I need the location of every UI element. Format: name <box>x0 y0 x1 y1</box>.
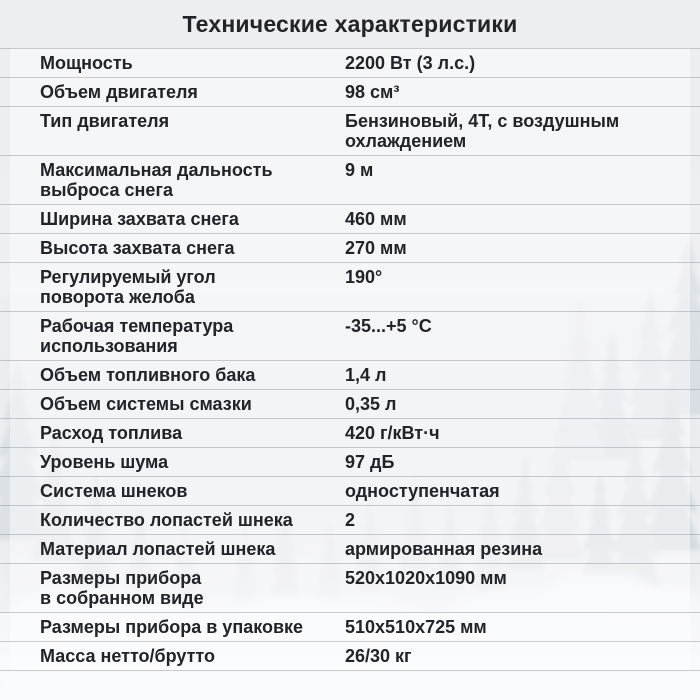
spec-row: Регулируемый угол поворота желоба 190° <box>0 262 700 311</box>
spec-row: Уровень шума 97 дБ <box>0 447 700 476</box>
spec-label: Рабочая температура использования <box>40 316 234 356</box>
spec-row: Масса нетто/брутто 26/30 кг <box>0 641 700 670</box>
spec-label: Мощность <box>40 53 133 73</box>
spec-row: Максимальная дальность выброса снега 9 м <box>0 155 700 204</box>
spec-label: Количество лопастей шнека <box>40 510 293 530</box>
spec-row: Рабочая температура использования -35...… <box>0 311 700 360</box>
spec-label: Система шнеков <box>40 481 188 501</box>
spec-label: Материал лопастей шнека <box>40 539 276 559</box>
spec-value: 9 м <box>345 160 374 180</box>
spec-row: Мощность 2200 Вт (3 л.с.) <box>0 48 700 77</box>
spec-value: 510х510х725 мм <box>345 617 487 637</box>
spec-row: Материал лопастей шнека армированная рез… <box>0 534 700 563</box>
spec-label: Размеры прибора в собранном виде <box>40 568 204 608</box>
spec-label: Масса нетто/брутто <box>40 646 216 666</box>
spec-row: Размеры прибора в упаковке 510х510х725 м… <box>0 612 700 641</box>
spec-row: Размеры прибора в собранном виде 520х102… <box>0 563 700 612</box>
spec-row: Тип двигателя Бензиновый, 4Т, с воздушны… <box>0 106 700 155</box>
spec-row: Расход топлива 420 г/кВт·ч <box>0 418 700 447</box>
spec-value: 2200 Вт (3 л.с.) <box>345 53 476 73</box>
spec-label: Ширина захвата снега <box>40 209 239 229</box>
spec-row: Объем двигателя 98 см³ <box>0 77 700 106</box>
spec-value: 420 г/кВт·ч <box>345 423 440 443</box>
spec-value: -35...+5 °C <box>345 316 432 336</box>
spec-row: Система шнеков одноступенчатая <box>0 476 700 505</box>
spec-label: Расход топлива <box>40 423 183 443</box>
specs-table: Мощность 2200 Вт (3 л.с.) Объем двигател… <box>0 48 700 671</box>
spec-value: 98 см³ <box>345 82 400 102</box>
spec-label: Объем топливного бака <box>40 365 256 385</box>
spec-label: Объем двигателя <box>40 82 198 102</box>
spec-label: Высота захвата снега <box>40 238 235 258</box>
page-title: Технические характеристики <box>182 11 518 37</box>
spec-value: 520х1020х1090 мм <box>345 568 507 588</box>
spec-label: Размеры прибора в упаковке <box>40 617 304 637</box>
spec-row: Объем системы смазки 0,35 л <box>0 389 700 418</box>
spec-value: одноступенчатая <box>345 481 500 501</box>
spec-value: 0,35 л <box>345 394 397 414</box>
spec-row: Ширина захвата снега 460 мм <box>0 204 700 233</box>
spec-value: 190° <box>345 267 383 287</box>
spec-label: Максимальная дальность выброса снега <box>40 160 273 200</box>
spec-value: 460 мм <box>345 209 407 229</box>
spec-value: 1,4 л <box>345 365 387 385</box>
spec-label: Уровень шума <box>40 452 169 472</box>
spec-value: Бензиновый, 4Т, с воздушным охлаждением <box>345 111 620 151</box>
spec-value: 2 <box>345 510 356 530</box>
spec-row: Высота захвата снега 270 мм <box>0 233 700 262</box>
spec-row: Количество лопастей шнека 2 <box>0 505 700 534</box>
spec-row: Объем топливного бака 1,4 л <box>0 360 700 389</box>
spec-value: армированная резина <box>345 539 543 559</box>
spec-label: Объем системы смазки <box>40 394 252 414</box>
spec-value: 270 мм <box>345 238 407 258</box>
spec-value: 97 дБ <box>345 452 395 472</box>
spec-label: Регулируемый угол поворота желоба <box>40 267 216 307</box>
spec-label: Тип двигателя <box>40 111 170 131</box>
spec-value: 26/30 кг <box>345 646 412 666</box>
